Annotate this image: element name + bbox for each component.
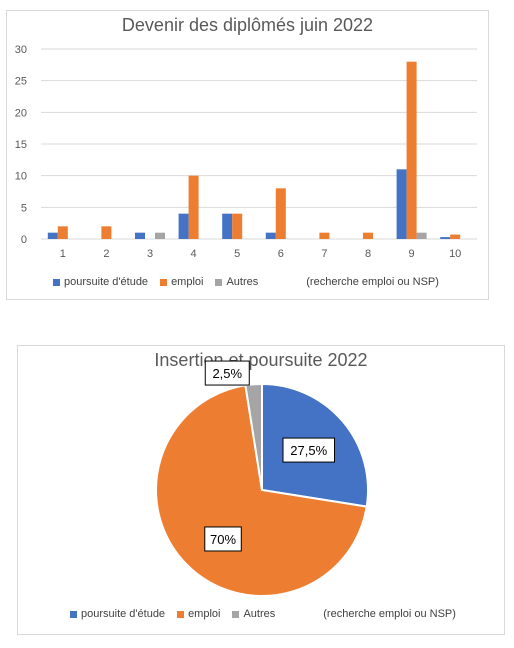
y-tick-label-3: 15	[15, 139, 27, 151]
bar-cat1-series1	[57, 226, 68, 239]
legend-label-emploi: emploi	[171, 276, 204, 288]
bar-cat9-series2	[416, 232, 427, 239]
x-tick-label-4: 4	[191, 248, 197, 260]
x-tick-label-8: 8	[365, 248, 371, 260]
bar-chart-panel: Devenir des diplômés juin 2022 0 5 10 15 20 2…	[6, 10, 489, 300]
bar-cat5-series0	[222, 213, 233, 239]
bar-cat9-series1	[406, 61, 417, 239]
y-tick-label-0: 0	[21, 234, 27, 246]
legend-label-poursuite: poursuite d'étude	[64, 276, 149, 288]
bar-cat10-series0	[440, 237, 451, 239]
pie-legend-swatch-autres	[232, 610, 240, 618]
x-tick-label-1: 1	[60, 248, 66, 260]
bar-cat7-series1	[319, 232, 330, 239]
bar-cat2-series1	[101, 226, 112, 239]
x-tick-label-3: 3	[147, 248, 153, 260]
bar-chart-legend: poursuite d'étude emploi Autres (recherc…	[53, 276, 439, 288]
bar-cat6-series0	[265, 232, 276, 239]
bar-cat10-series1	[450, 234, 461, 239]
bar-cat4-series0	[178, 213, 189, 239]
pie-data-label-1: 70%	[210, 532, 236, 547]
y-tick-label-1: 5	[21, 202, 27, 214]
bar-cat8-series1	[363, 232, 373, 239]
pie-data-label-2: 2,5%	[212, 366, 242, 381]
pie-legend-label-autres: Autres	[243, 608, 276, 620]
bar-cat3-series2	[155, 232, 165, 239]
pie-chart-panel: Insertion et poursuite 2022 27,5% 70% 2,5%…	[17, 345, 505, 635]
bar-chart-plot: 0 5 10 15 20 25 30 1 2 3 4 5 6 7 8 9 10	[15, 44, 477, 260]
bar-cat4-series1	[188, 175, 199, 239]
y-tick-label-5: 25	[15, 76, 27, 88]
x-tick-label-9: 9	[409, 248, 415, 260]
pie-data-label-box-0	[282, 437, 335, 463]
legend-swatch-poursuite	[53, 278, 60, 286]
pie-data-label-box-2	[204, 360, 250, 386]
pie-data-label-box-1	[204, 526, 242, 552]
pie-legend-note: (recherche emploi ou NSP)	[323, 608, 456, 620]
y-tick-label-6: 30	[15, 44, 27, 56]
pie-chart-legend: poursuite d'étude emploi Autres (recherc…	[70, 608, 456, 620]
x-tick-label-10: 10	[449, 248, 461, 260]
legend-note: (recherche emploi ou NSP)	[306, 276, 439, 288]
pie-data-label-0: 27,5%	[290, 443, 327, 458]
bar-cat6-series1	[275, 188, 286, 239]
legend-item-emploi: emploi	[160, 276, 203, 288]
x-tick-label-7: 7	[321, 248, 327, 260]
bar-cat3-series0	[135, 232, 145, 239]
pie-legend-label-emploi: emploi	[188, 608, 221, 620]
y-tick-label-4: 20	[15, 107, 27, 119]
legend-item-autres: Autres	[215, 276, 258, 288]
bar-cat9-series0	[396, 169, 407, 239]
legend-item-poursuite: poursuite d'étude	[53, 276, 148, 288]
x-tick-label-6: 6	[278, 248, 284, 260]
bar-cat5-series1	[232, 213, 243, 239]
pie-chart-plot: 27,5% 70% 2,5%	[155, 360, 369, 597]
y-tick-label-2: 10	[15, 171, 27, 183]
legend-swatch-emploi	[160, 278, 168, 286]
pie-legend-item-autres: Autres	[232, 608, 275, 620]
legend-label-autres: Autres	[226, 276, 259, 288]
pie-legend-swatch-poursuite	[70, 610, 77, 618]
pie-legend-item-poursuite: poursuite d'étude	[70, 608, 165, 620]
pie-legend-item-emploi: emploi	[177, 608, 220, 620]
bar-cat1-series0	[47, 232, 58, 239]
x-tick-label-5: 5	[234, 248, 240, 260]
x-tick-label-2: 2	[103, 248, 109, 260]
bar-chart-title: Devenir des diplômés juin 2022	[121, 15, 374, 35]
legend-swatch-autres	[215, 278, 223, 286]
pie-legend-label-poursuite: poursuite d'étude	[81, 608, 166, 620]
pie-legend-swatch-emploi	[177, 610, 185, 618]
